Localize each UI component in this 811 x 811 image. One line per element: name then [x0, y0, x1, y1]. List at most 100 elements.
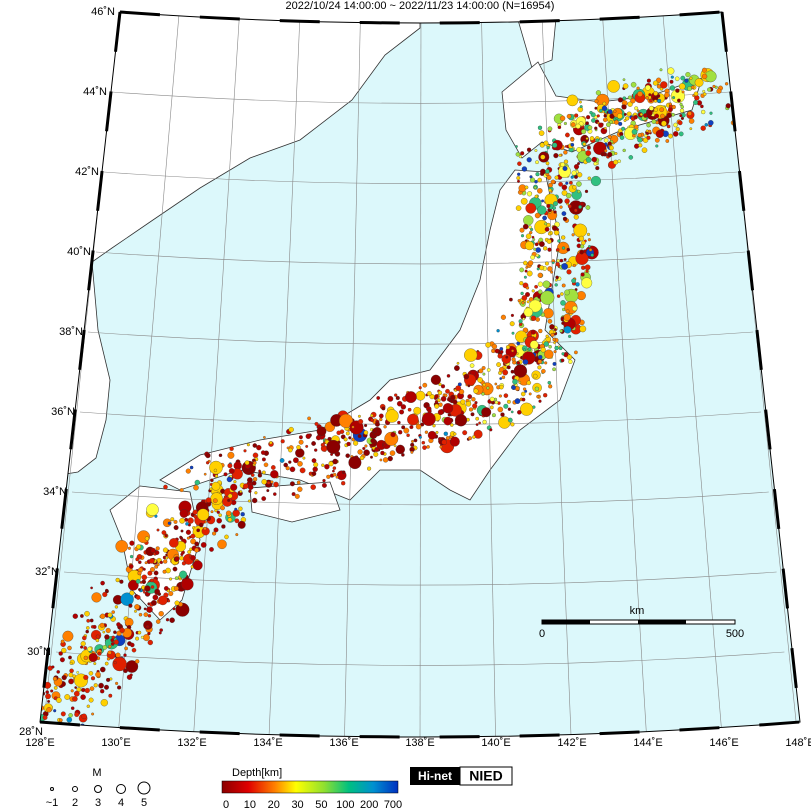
earthquake-symbol [591, 118, 596, 123]
earthquake-symbol [379, 458, 383, 462]
earthquake-symbol [154, 588, 161, 595]
earthquake-symbol [613, 159, 619, 165]
earthquake-symbol [209, 460, 223, 475]
earthquake-symbol [316, 426, 327, 437]
earthquake-symbol [496, 362, 501, 367]
earthquake-symbol [395, 395, 400, 401]
earthquake-symbol [99, 613, 106, 619]
earthquake-symbol [525, 292, 530, 297]
earthquake-symbol [76, 671, 80, 674]
earthquake-symbol [348, 436, 352, 440]
earthquake-symbol [561, 235, 566, 240]
earthquake-symbol [535, 172, 540, 177]
earthquake-symbol [530, 329, 536, 335]
earthquake-symbol [273, 481, 279, 488]
longitude-label: 140˚E [481, 737, 510, 749]
longitude-label: 144˚E [633, 737, 662, 749]
earthquake-symbol [438, 382, 442, 387]
earthquake-symbol [169, 577, 173, 581]
logo: Hi-net NIED [410, 766, 513, 786]
earthquake-symbol [585, 205, 591, 210]
earthquake-symbol [646, 132, 649, 135]
earthquake-symbol [604, 126, 607, 130]
earthquake-symbol [482, 372, 486, 376]
earthquake-symbol [209, 487, 213, 491]
earthquake-symbol [84, 687, 90, 694]
earthquake-symbol [260, 450, 266, 455]
earthquake-symbol [266, 489, 270, 493]
earthquake-symbol [571, 233, 575, 237]
earthquake-symbol [646, 135, 651, 140]
earthquake-symbol [93, 662, 97, 666]
earthquake-symbol [53, 709, 57, 713]
earthquake-symbol [135, 579, 141, 584]
earthquake-symbol [86, 704, 90, 708]
earthquake-symbol [708, 120, 714, 126]
earthquake-symbol [606, 122, 611, 128]
earthquake-symbol [40, 705, 41, 710]
earthquake-symbol [240, 512, 245, 517]
earthquake-symbol [136, 544, 142, 550]
earthquake-symbol [68, 678, 74, 685]
earthquake-symbol [357, 449, 363, 455]
earthquake-symbol [526, 147, 532, 152]
earthquake-symbol [335, 475, 339, 479]
earthquake-symbol [270, 480, 274, 484]
earthquake-symbol [434, 394, 439, 399]
earthquake-symbol [536, 395, 540, 399]
earthquake-symbol [568, 334, 572, 338]
earthquake-symbol [185, 522, 189, 526]
earthquake-symbol [505, 355, 509, 359]
earthquake-symbol [510, 422, 515, 427]
earthquake-symbol [179, 488, 184, 493]
earthquake-symbol [440, 396, 447, 402]
earthquake-symbol [210, 510, 214, 514]
earthquake-symbol [218, 513, 222, 517]
earthquake-symbol [646, 78, 651, 83]
earthquake-symbol [526, 380, 532, 386]
earthquake-symbol [147, 614, 152, 618]
earthquake-symbol [205, 497, 212, 503]
earthquake-symbol [115, 540, 128, 553]
earthquake-symbol [427, 430, 437, 440]
earthquake-symbol [385, 409, 399, 423]
earthquake-symbol [593, 141, 607, 155]
earthquake-symbol [510, 369, 515, 374]
earthquake-symbol [672, 131, 679, 137]
earthquake-symbol [36, 683, 39, 686]
earthquake-symbol [373, 451, 379, 457]
earthquake-symbol [538, 130, 545, 136]
depth-tick-label: 0 [223, 799, 229, 811]
earthquake-symbol [554, 283, 558, 287]
earthquake-symbol [134, 609, 137, 613]
earthquake-symbol [332, 469, 335, 473]
earthquake-symbol [185, 468, 191, 474]
earthquake-symbol [572, 305, 578, 312]
earthquake-symbol [585, 150, 592, 156]
earthquake-symbol [42, 715, 48, 720]
earthquake-symbol [261, 479, 267, 485]
earthquake-symbol [23, 696, 31, 704]
earthquake-symbol [150, 567, 155, 572]
earthquake-symbol [113, 630, 117, 634]
graticule [40, 12, 800, 737]
earthquake-symbol [546, 175, 552, 180]
earthquake-symbol [535, 253, 539, 258]
earthquake-symbol [147, 631, 151, 636]
earthquake-symbol [622, 148, 626, 153]
earthquake-symbol [227, 517, 233, 522]
earthquake-symbol [522, 348, 526, 352]
earthquake-symbol [298, 439, 304, 445]
earthquake-symbol [13, 676, 23, 686]
earthquake-symbol [359, 455, 365, 461]
earthquake-symbol [422, 445, 427, 450]
earthquake-symbol [673, 122, 678, 128]
earthquake-symbol [519, 281, 524, 286]
earthquake-symbol [554, 345, 559, 351]
earthquake-symbol [531, 235, 535, 239]
earthquake-symbol [574, 208, 578, 213]
earthquake-symbol [328, 461, 334, 467]
earthquake-symbol [243, 449, 247, 453]
earthquake-symbol [151, 600, 157, 606]
earthquake-symbol [128, 564, 134, 569]
